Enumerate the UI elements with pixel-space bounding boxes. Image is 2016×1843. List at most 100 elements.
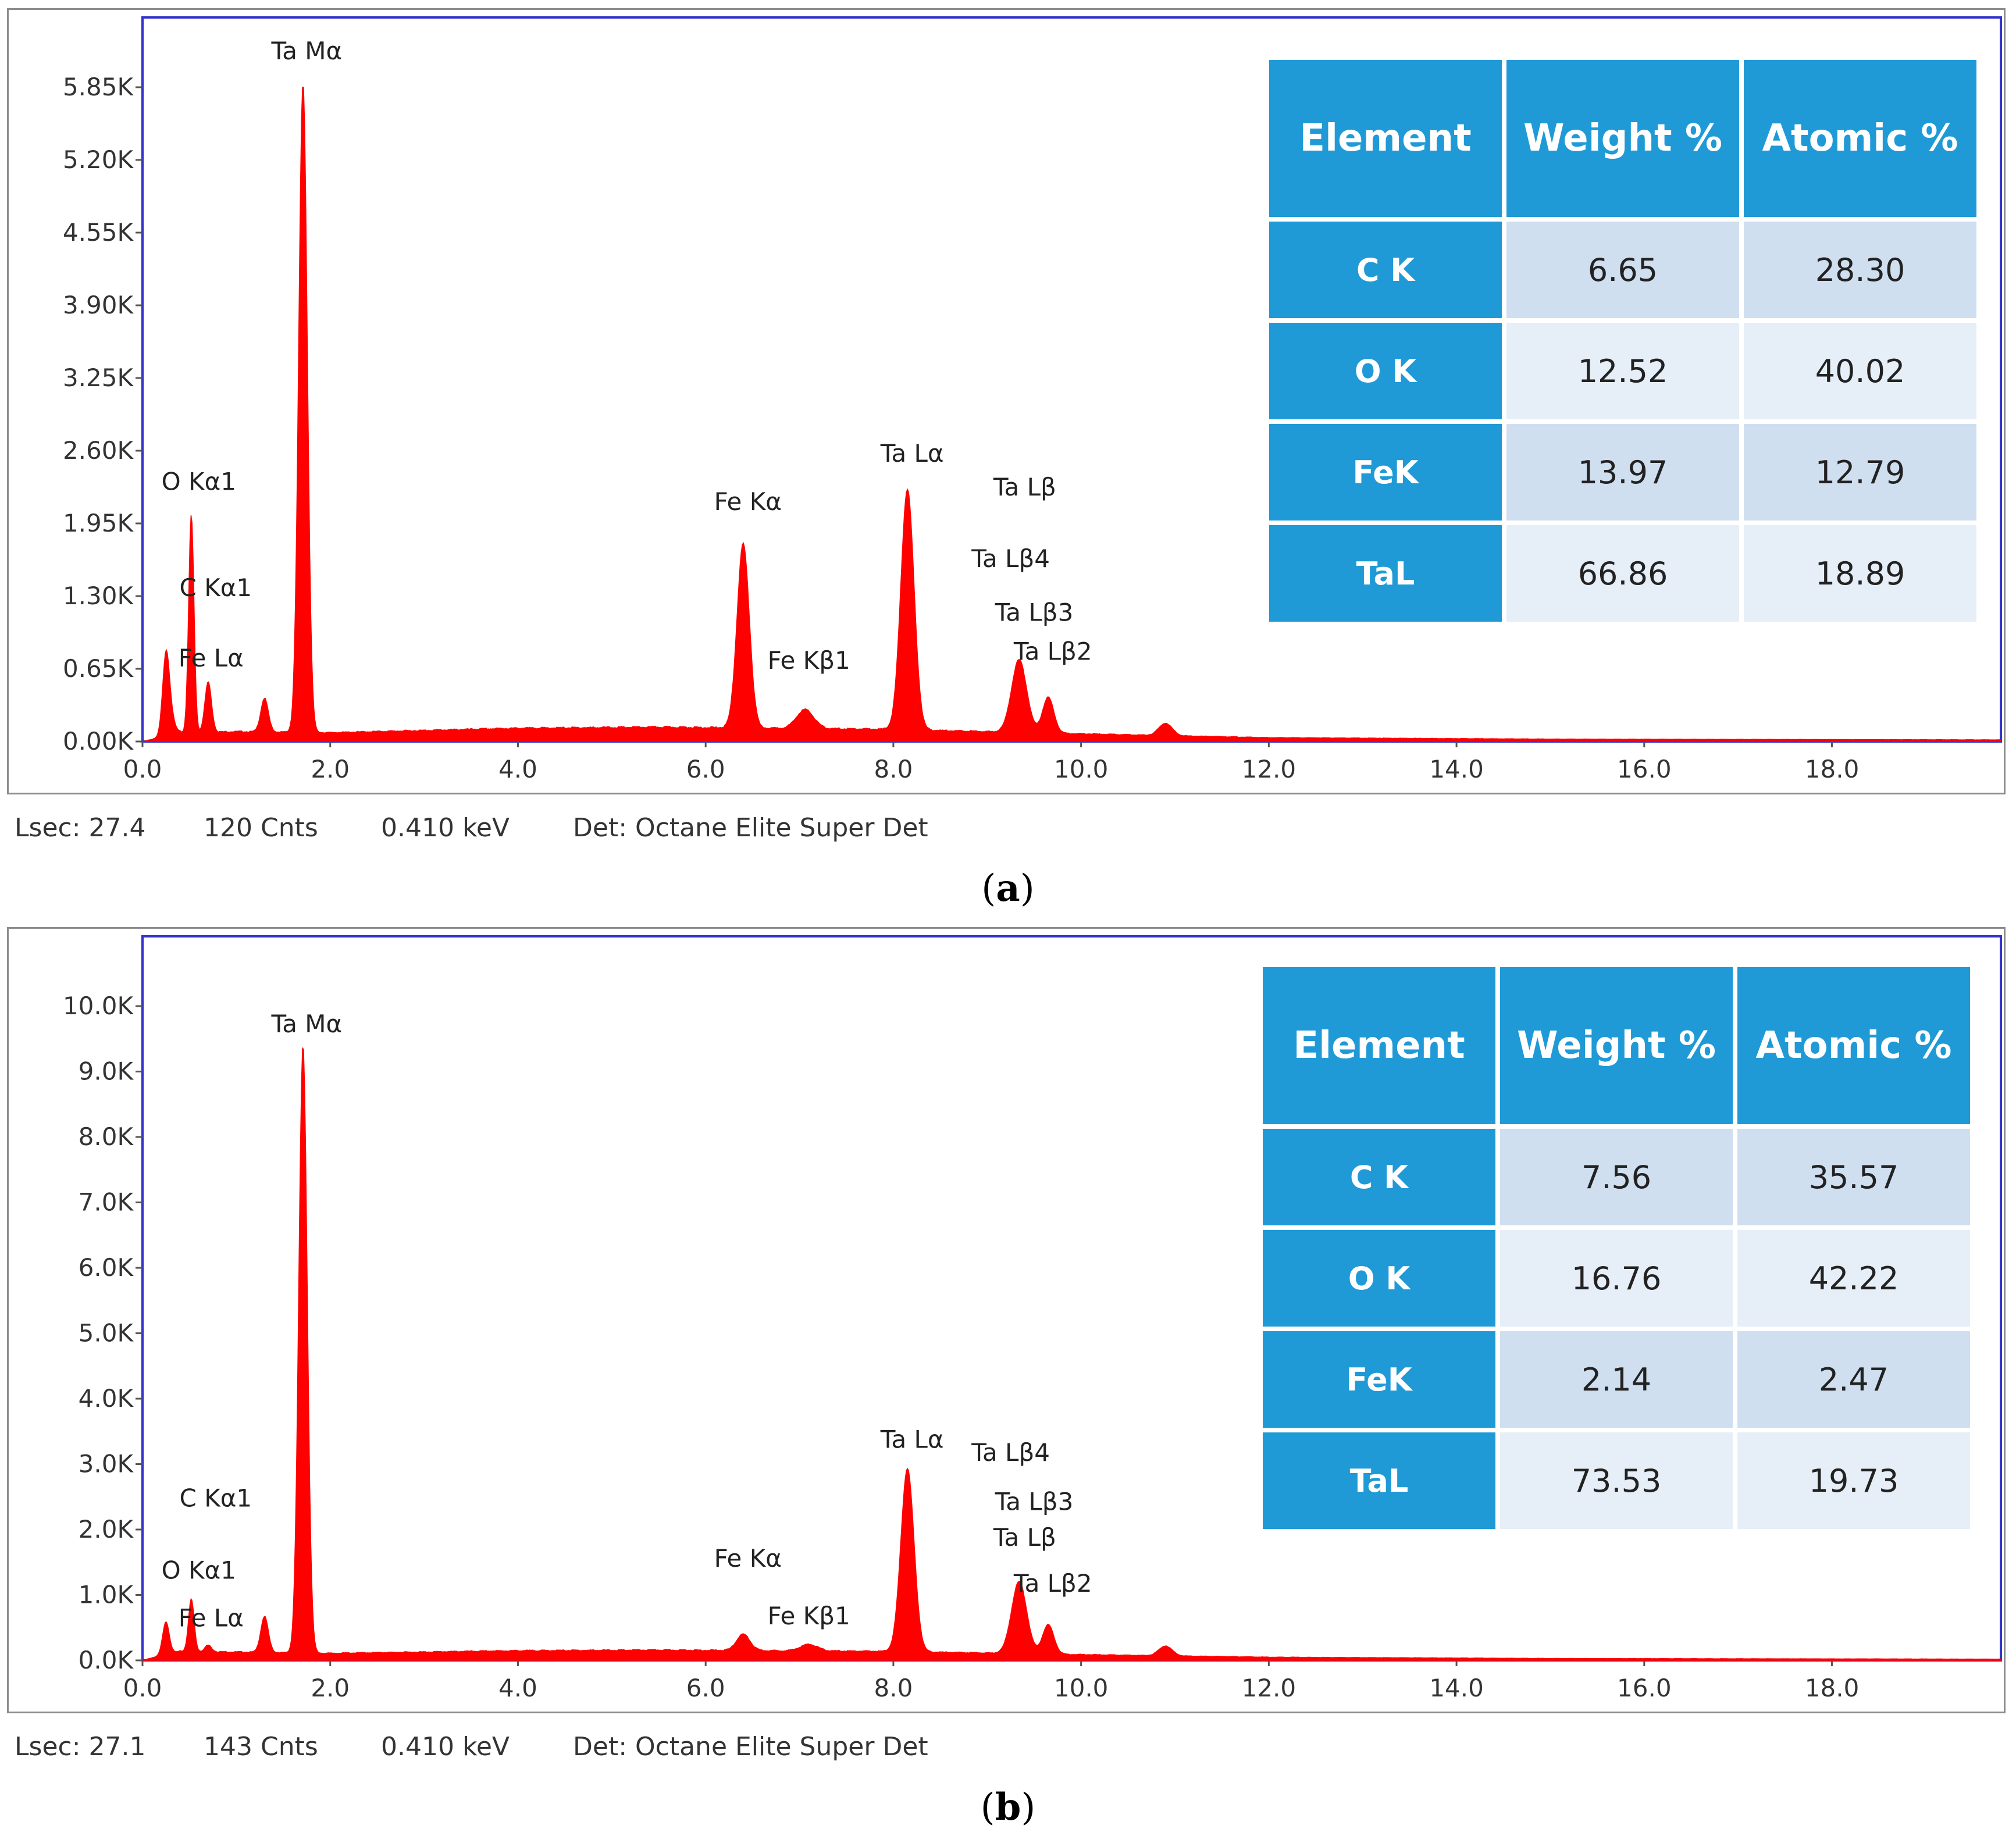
table-row: TaL 73.53 19.73 <box>1263 1432 1970 1529</box>
x-tick-label: 18.0 <box>1805 1674 1860 1702</box>
table-row: C K 6.65 28.30 <box>1269 222 1976 318</box>
cell-atomic: 35.57 <box>1737 1129 1970 1225</box>
cell-atomic: 40.02 <box>1744 323 1976 419</box>
eds-spectrum-chart: 0.00K 0.65K 1.30K 1.95K 2.60K 3.25K 3.90K 4.55K… <box>63 16 2002 783</box>
table-row: O K 12.52 40.02 <box>1269 323 1976 419</box>
status-counts: 120 Cnts <box>204 813 318 843</box>
peak-label: O Kα1 <box>162 1556 236 1584</box>
y-tick-label: 3.25K <box>63 363 134 392</box>
x-tick-label: 2.0 <box>311 1674 350 1702</box>
cell-atomic: 28.30 <box>1744 222 1976 318</box>
header-weight: Weight % <box>1500 967 1733 1124</box>
x-tick-label: 10.0 <box>1054 755 1109 783</box>
peak-label: Fe Kα <box>714 1544 782 1573</box>
status-lsec: Lsec: 27.1 <box>15 1732 146 1762</box>
y-tick-label: 10.0K <box>63 992 134 1020</box>
y-tick-label: 5.0K <box>79 1319 134 1348</box>
cell-weight: 6.65 <box>1506 222 1739 318</box>
peak-label: Fe Lα <box>179 644 244 672</box>
x-tick-label: 12.0 <box>1242 755 1296 783</box>
y-tick-label: 8.0K <box>79 1122 134 1151</box>
peak-label: C Kα1 <box>180 1484 252 1513</box>
table-header-row: Element Weight % Atomic % <box>1263 967 1970 1124</box>
eds-spectrum-chart: 0.0K 1.0K 2.0K 3.0K 4.0K 5.0K 6.0K 7.0K 8.0K 9.0K… <box>63 935 2002 1702</box>
peak-label: Ta Lα <box>880 439 944 468</box>
peak-label: Ta Lβ2 <box>1013 1569 1092 1598</box>
cell-element: C K <box>1263 1129 1495 1225</box>
y-tick-label: 4.55K <box>63 218 134 247</box>
y-tick-label: 2.0K <box>79 1515 134 1543</box>
x-tick-label: 16.0 <box>1617 755 1672 783</box>
spectrum-area <box>142 87 2001 742</box>
x-tick-label: 0.0 <box>123 1674 162 1702</box>
cell-weight: 66.86 <box>1506 525 1739 622</box>
y-tick-label: 5.20K <box>63 145 134 174</box>
y-tick-label: 1.95K <box>63 509 134 537</box>
status-counts: 143 Cnts <box>204 1732 318 1762</box>
y-tick-label: 2.60K <box>63 436 134 465</box>
cell-atomic: 2.47 <box>1737 1331 1970 1428</box>
cell-atomic: 18.89 <box>1744 525 1976 622</box>
caption-letter: b <box>995 1785 1021 1829</box>
x-tick-label: 14.0 <box>1429 755 1484 783</box>
cell-element: FeK <box>1263 1331 1495 1428</box>
cell-atomic: 19.73 <box>1737 1432 1970 1529</box>
status-kev: 0.410 keV <box>381 813 510 843</box>
x-tick-label: 18.0 <box>1805 755 1860 783</box>
x-tick-label: 2.0 <box>311 755 350 783</box>
cell-atomic: 12.79 <box>1744 424 1976 521</box>
table-row: O K 16.76 42.22 <box>1263 1230 1970 1327</box>
y-tick-label: 0.0K <box>79 1646 134 1674</box>
x-tick-label: 14.0 <box>1429 1674 1484 1702</box>
cell-weight: 12.52 <box>1506 323 1739 419</box>
peak-label: Ta Lβ <box>993 473 1056 501</box>
peak-label: Ta Lβ3 <box>995 1487 1074 1516</box>
cell-weight: 7.56 <box>1500 1129 1733 1225</box>
peak-label: Ta Mα <box>271 37 343 65</box>
header-element: Element <box>1269 60 1502 217</box>
table-row: FeK 2.14 2.47 <box>1263 1331 1970 1428</box>
header-atomic: Atomic % <box>1744 60 1976 217</box>
x-tick-label: 6.0 <box>686 755 725 783</box>
cell-weight: 73.53 <box>1500 1432 1733 1529</box>
composition-table: Element Weight % Atomic % C K 7.56 35.57… <box>1258 963 1975 1534</box>
cell-element: FeK <box>1269 424 1502 521</box>
table-row: TaL 66.86 18.89 <box>1269 525 1976 622</box>
cell-weight: 13.97 <box>1506 424 1739 521</box>
peak-label: Fe Kβ1 <box>768 646 850 675</box>
y-tick-label: 0.00K <box>63 727 134 755</box>
y-tick-label: 4.0K <box>79 1384 134 1413</box>
peak-label: Ta Lβ4 <box>971 1438 1050 1467</box>
peak-label: Fe Lα <box>179 1604 244 1632</box>
y-tick-label: 7.0K <box>79 1188 134 1217</box>
x-tick-label: 16.0 <box>1617 1674 1672 1702</box>
x-tick-label: 8.0 <box>874 755 913 783</box>
cell-element: C K <box>1269 222 1502 318</box>
y-tick-label: 6.0K <box>79 1253 134 1282</box>
peak-label: Ta Lβ3 <box>995 598 1074 626</box>
composition-table: Element Weight % Atomic % C K 6.65 28.30… <box>1265 55 1981 626</box>
peak-label: O Kα1 <box>162 467 236 495</box>
x-tick-label: 0.0 <box>123 755 162 783</box>
status-lsec: Lsec: 27.4 <box>15 813 146 843</box>
panel-caption: (b) <box>980 1785 1036 1829</box>
y-tick-label: 1.0K <box>79 1581 134 1609</box>
x-tick-label: 4.0 <box>498 1674 537 1702</box>
x-tick-label: 10.0 <box>1054 1674 1109 1702</box>
peak-label: Ta Lβ4 <box>971 544 1050 573</box>
peak-label: Ta Mα <box>271 1010 343 1038</box>
x-tick-label: 8.0 <box>874 1674 913 1702</box>
cell-atomic: 42.22 <box>1737 1230 1970 1327</box>
header-atomic: Atomic % <box>1737 967 1970 1124</box>
caption-letter: a <box>996 867 1020 910</box>
x-tick-label: 12.0 <box>1242 1674 1296 1702</box>
y-tick-label: 9.0K <box>79 1057 134 1086</box>
peak-label: Fe Kα <box>714 487 782 516</box>
status-kev: 0.410 keV <box>381 1732 510 1762</box>
table-header-row: Element Weight % Atomic % <box>1269 60 1976 217</box>
spectrum-area <box>142 1047 2001 1661</box>
peak-label: Ta Lα <box>880 1425 944 1453</box>
x-tick-label: 6.0 <box>686 1674 725 1702</box>
cell-weight: 16.76 <box>1500 1230 1733 1327</box>
x-tick-label: 4.0 <box>498 755 537 783</box>
